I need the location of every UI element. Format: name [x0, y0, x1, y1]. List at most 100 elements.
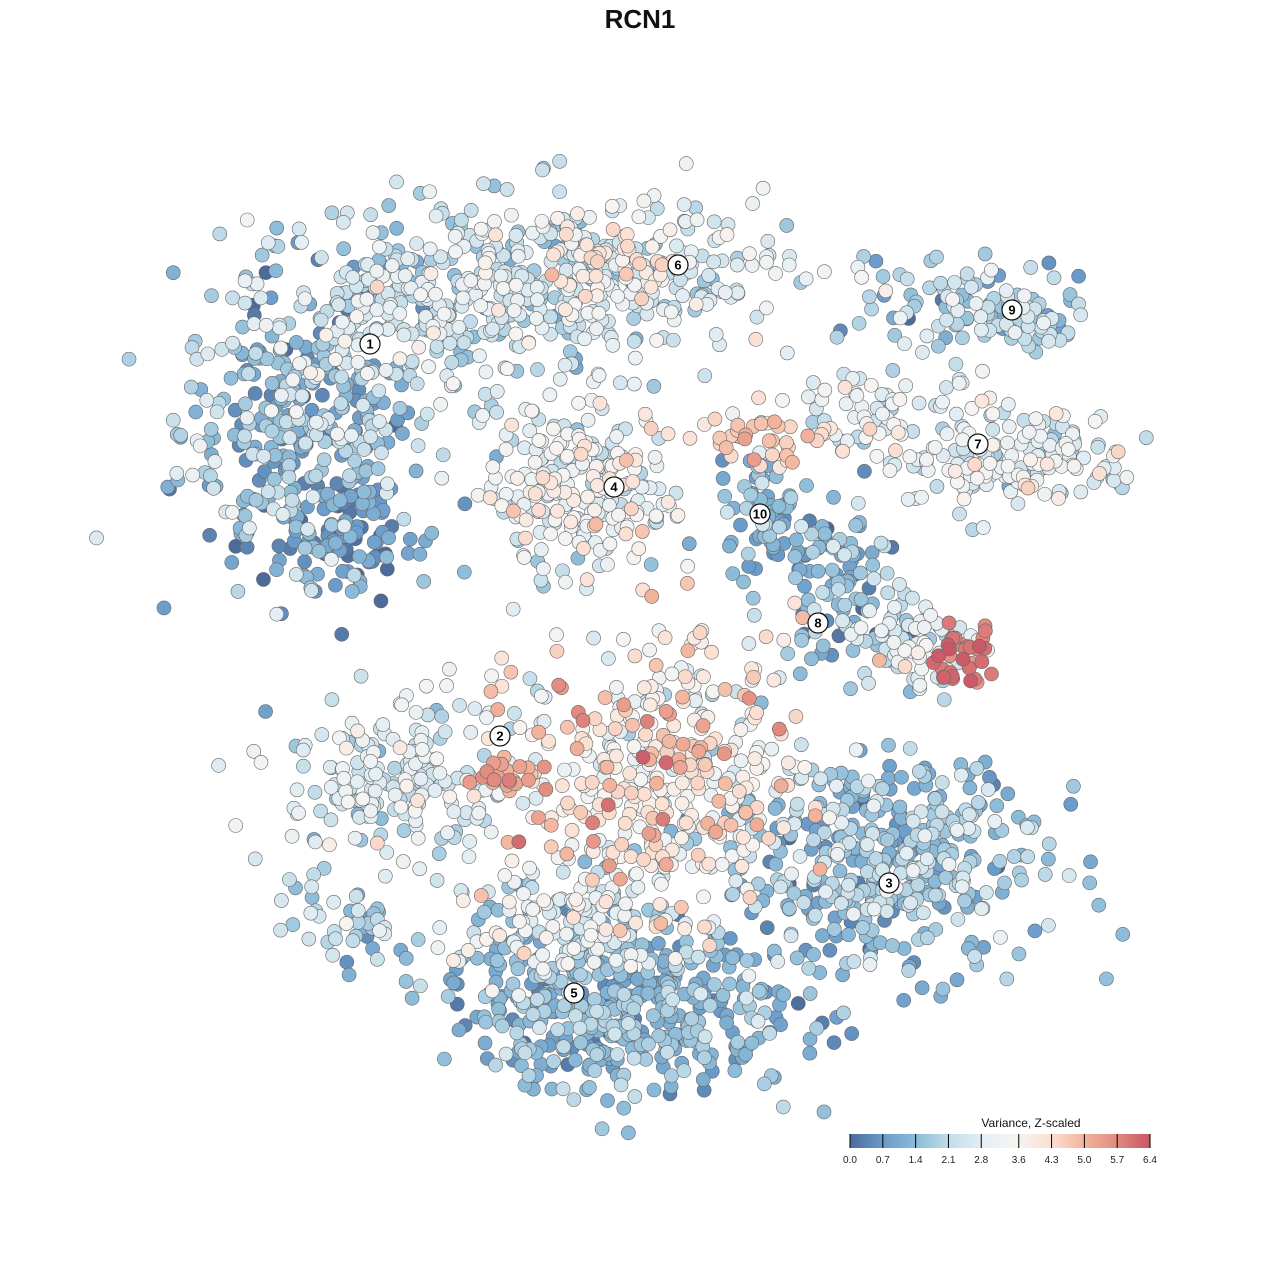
point [707, 977, 722, 992]
point [297, 540, 313, 556]
point [738, 1047, 753, 1062]
point [392, 351, 408, 367]
point [543, 839, 559, 855]
point [655, 811, 671, 827]
point [954, 879, 970, 895]
point [1062, 287, 1078, 302]
point [439, 678, 454, 693]
point [767, 801, 783, 816]
point [534, 688, 549, 704]
point [881, 737, 896, 753]
point [203, 422, 219, 437]
point [413, 771, 429, 787]
point [341, 967, 357, 983]
point [616, 1100, 632, 1116]
point [947, 275, 962, 290]
point [664, 666, 680, 682]
cluster-label-text: 1 [366, 337, 373, 352]
point [1119, 470, 1135, 485]
point [675, 288, 690, 303]
point [424, 525, 440, 541]
point [669, 238, 684, 254]
point [355, 398, 371, 413]
point [611, 507, 626, 523]
point [516, 550, 532, 565]
point [695, 718, 711, 733]
point [635, 749, 651, 765]
point [784, 866, 799, 882]
point [586, 630, 601, 646]
point [1138, 430, 1154, 445]
point [330, 426, 345, 442]
point [463, 202, 479, 218]
point [1037, 867, 1053, 882]
point [626, 1050, 642, 1066]
point [527, 455, 543, 470]
point [350, 354, 366, 370]
point [978, 623, 993, 639]
point [511, 988, 526, 1003]
cluster-label-3: 3 [878, 872, 900, 894]
point [693, 986, 709, 1002]
point [311, 544, 327, 559]
point [571, 395, 586, 411]
point [602, 777, 617, 793]
point [404, 354, 420, 369]
point [919, 851, 935, 867]
point [431, 846, 447, 861]
point [525, 1007, 541, 1022]
point [621, 1125, 636, 1141]
point [802, 986, 818, 1001]
point [588, 516, 604, 532]
point [696, 669, 711, 685]
point [588, 268, 604, 284]
point [432, 765, 448, 781]
point [616, 987, 632, 1002]
point [461, 849, 477, 865]
point [436, 306, 452, 322]
point [303, 365, 318, 381]
point [645, 1008, 661, 1024]
point [609, 1047, 625, 1062]
point [892, 392, 908, 407]
point [836, 1005, 851, 1021]
point [749, 705, 764, 720]
point [410, 793, 425, 808]
cluster-label-text: 8 [814, 616, 821, 631]
point [508, 228, 524, 243]
point [409, 236, 424, 251]
point [306, 867, 321, 882]
point [601, 858, 617, 873]
point [527, 486, 543, 502]
point [718, 285, 733, 300]
point [975, 363, 990, 379]
point [295, 742, 311, 758]
point [740, 546, 756, 562]
point [835, 613, 850, 629]
point [542, 387, 558, 403]
point [586, 954, 602, 970]
point [967, 949, 982, 964]
point [573, 446, 589, 462]
point [580, 412, 596, 428]
point [612, 923, 628, 938]
point [238, 396, 253, 412]
point [598, 922, 614, 937]
point [609, 680, 624, 695]
point [653, 916, 669, 931]
point [538, 930, 554, 946]
point [563, 514, 579, 530]
point [499, 361, 515, 377]
point [318, 327, 334, 343]
point [644, 589, 660, 604]
point [566, 1092, 582, 1107]
point [566, 910, 581, 925]
point [673, 900, 689, 915]
point [508, 326, 524, 342]
point [641, 826, 657, 841]
point [920, 930, 935, 946]
point [258, 317, 274, 333]
point [631, 209, 647, 225]
point [968, 296, 984, 311]
point [366, 534, 382, 550]
